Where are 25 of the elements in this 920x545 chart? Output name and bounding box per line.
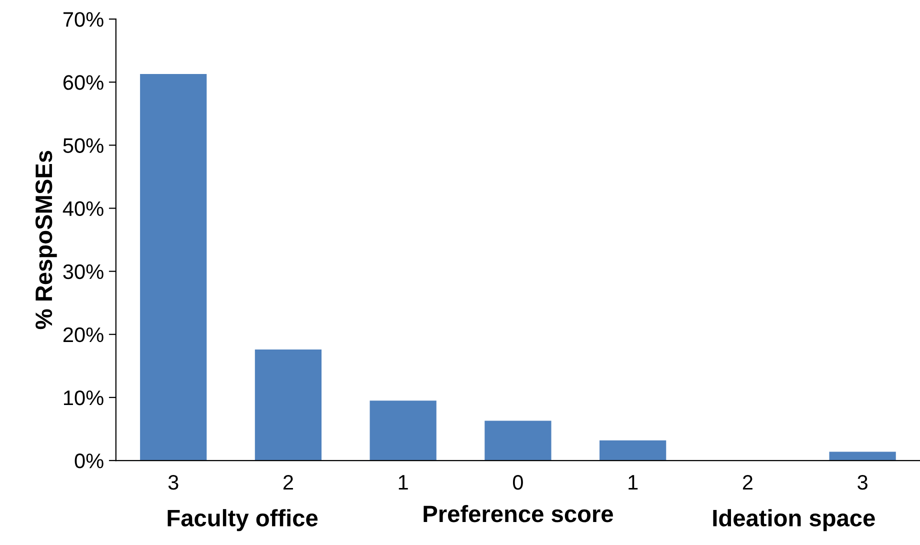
- bar: [254, 350, 322, 461]
- bar: [370, 400, 436, 461]
- x-tick-label: 1: [398, 475, 408, 490]
- bar: [140, 74, 207, 461]
- y-tick-label: 40%: [62, 201, 104, 216]
- bar: [829, 452, 896, 461]
- y-tick-label: 30%: [63, 264, 104, 280]
- y-tick-label: 0%: [74, 454, 104, 468]
- x-tick-label: 3: [168, 474, 178, 490]
- y-tick-label: 70%: [63, 12, 104, 27]
- y-axis-title: % RespoSMSEs: [35, 150, 57, 330]
- y-tick-label: 20%: [63, 327, 104, 342]
- x-tick-label: 2: [283, 474, 293, 490]
- y-tick-label: 10%: [64, 390, 104, 406]
- y-tick-label: 50%: [63, 138, 104, 153]
- text: Ideation space: [713, 509, 875, 532]
- x-tick-label: 3: [858, 474, 868, 490]
- x-axis-title: Preference score: [424, 504, 613, 522]
- x-tick-label: 2: [742, 474, 752, 490]
- y-tick-label: 60%: [63, 75, 104, 90]
- x-tick-label: 0: [512, 474, 523, 490]
- x-tick-label: 1: [628, 475, 638, 490]
- bar: [484, 420, 552, 461]
- text: Faculty office: [168, 509, 318, 532]
- bar: [600, 440, 666, 461]
